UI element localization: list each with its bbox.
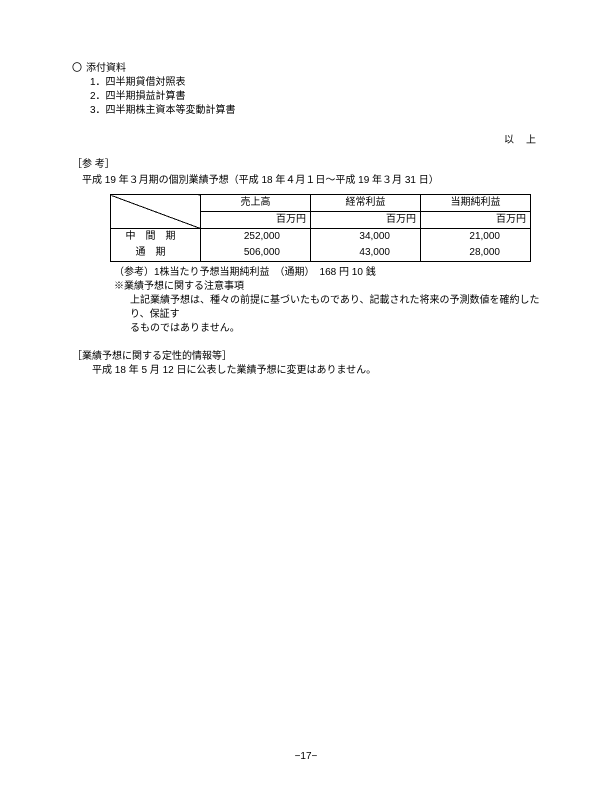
unit-cell: 百万円 — [201, 212, 311, 229]
unit-cell: 百万円 — [311, 212, 421, 229]
cell-value: 506,000 — [201, 245, 311, 262]
row-label: 中間期 — [111, 229, 201, 246]
cell-value: 252,000 — [201, 229, 311, 246]
forecast-title: 平成 19 年３月期の個別業績予想（平成 18 年４月１日～平成 19 年３月 … — [82, 174, 556, 188]
attachments-title-line: 〇 添付資料 — [72, 62, 556, 76]
cell-value: 21,000 — [421, 229, 531, 246]
attachment-item: 3．四半期株主資本等変動計算書 — [90, 104, 556, 118]
attachments-section: 〇 添付資料 1．四半期貸借対照表 2．四半期損益計算書 3．四半期株主資本等変… — [72, 62, 556, 118]
table-row: 中間期 252,000 34,000 21,000 — [111, 229, 531, 246]
table-row: 売上高 経常利益 当期純利益 — [111, 195, 531, 212]
eps-note: （参考）1株当たり予想当期純利益 （通期） 168 円 10 銭 — [114, 266, 556, 280]
table-row: 通期 506,000 43,000 28,000 — [111, 245, 531, 262]
unit-cell: 百万円 — [421, 212, 531, 229]
qualitative-body: 平成 18 年 5 月 12 日に公表した業績予想に変更はありません。 — [92, 364, 556, 378]
col-header: 経常利益 — [311, 195, 421, 212]
attachments-title: 添付資料 — [86, 62, 126, 76]
cell-value: 43,000 — [311, 245, 421, 262]
row-label: 通期 — [111, 245, 201, 262]
table-diagonal-cell — [111, 195, 201, 229]
col-header: 当期純利益 — [421, 195, 531, 212]
col-header: 売上高 — [201, 195, 311, 212]
closing-mark: 以上 — [504, 135, 548, 146]
qualitative-heading: ［業績予想に関する定性的情報等］ — [72, 350, 556, 364]
page-number: −17− — [0, 750, 612, 764]
reference-label: ［参 考］ — [72, 158, 556, 172]
caution-body: 上記業績予想は、種々の前提に基づいたものであり、記載された将来の予測数値を確約し… — [130, 294, 556, 322]
closing-mark-row: 以上 — [72, 134, 556, 148]
bullet-icon: 〇 — [72, 62, 82, 76]
attachment-item: 1．四半期貸借対照表 — [90, 76, 556, 90]
caution-heading: ※業績予想に関する注意事項 — [114, 280, 556, 294]
attachment-item: 2．四半期損益計算書 — [90, 90, 556, 104]
cell-value: 28,000 — [421, 245, 531, 262]
caution-body: るものではありません。 — [130, 322, 556, 336]
cell-value: 34,000 — [311, 229, 421, 246]
forecast-table: 売上高 経常利益 当期純利益 百万円 百万円 百万円 中間期 252,000 3… — [110, 194, 531, 262]
